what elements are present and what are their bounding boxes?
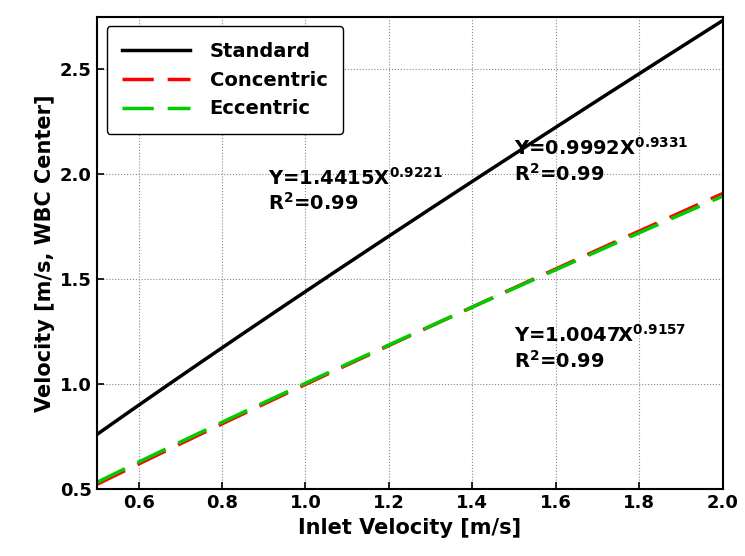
Standard [390,229,399,236]
Eccentric [465,305,474,312]
Line: Eccentric: Eccentric [97,196,723,483]
Standard [703,27,712,33]
Legend: Standard, Concentric, Eccentric: Standard, Concentric, Eccentric [107,26,343,134]
Standard [605,89,614,96]
Eccentric [390,339,399,346]
Standard [718,17,727,24]
Standard [465,180,474,187]
Y-axis label: Velocity [m/s, WBC Center]: Velocity [m/s, WBC Center] [34,94,54,412]
Concentric [431,321,440,327]
Eccentric [393,337,402,344]
Line: Concentric: Concentric [97,193,723,484]
Text: Y=0.9992X$^{0.9331}$
R$^2$=0.99: Y=0.9992X$^{0.9331}$ R$^2$=0.99 [514,137,688,185]
Concentric [465,305,474,312]
Concentric [605,241,614,248]
Concentric [390,340,399,346]
Eccentric [92,479,101,486]
Line: Standard: Standard [97,21,723,434]
Concentric [703,197,712,203]
Standard [393,227,402,234]
Concentric [718,190,727,197]
Eccentric [718,193,727,200]
Concentric [393,338,402,345]
X-axis label: Inlet Velocity [m/s]: Inlet Velocity [m/s] [298,518,522,538]
Text: Y=1.0047X$^{0.9157}$
R$^2$=0.99: Y=1.0047X$^{0.9157}$ R$^2$=0.99 [514,324,686,371]
Eccentric [431,320,440,327]
Standard [92,431,101,438]
Standard [431,202,440,209]
Eccentric [605,242,614,249]
Concentric [92,481,101,488]
Eccentric [703,200,712,206]
Text: Y=1.4415X$^{0.9221}$
R$^2$=0.99: Y=1.4415X$^{0.9221}$ R$^2$=0.99 [268,167,443,214]
